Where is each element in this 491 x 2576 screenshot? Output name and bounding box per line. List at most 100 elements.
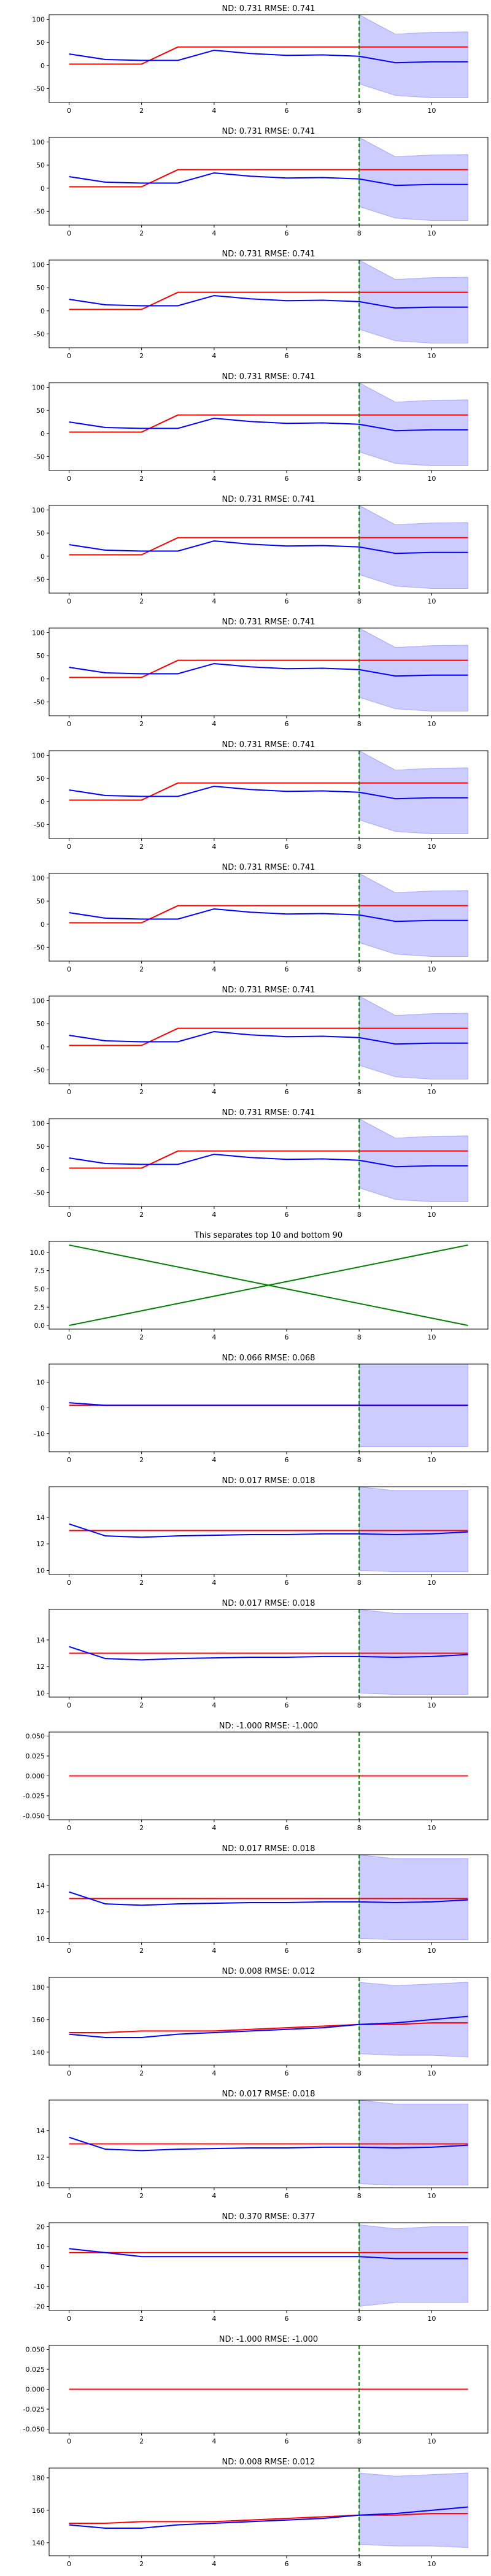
x-tick-label: 2: [139, 475, 144, 483]
chart-panel: ND: 0.370 RMSE: 0.377 0 2 4 6 8 10 -20 -10 0 10 20: [34, 2212, 489, 2323]
axes-frame: [48, 137, 489, 226]
x-tick-label: 8: [357, 2069, 361, 2077]
chart-title: ND: 0.731 RMSE: 0.741: [222, 250, 315, 259]
series-line-1: [69, 662, 468, 677]
series-line-0: [69, 1150, 468, 1169]
x-tick-label: 0: [67, 965, 71, 973]
x-tick-label: 8: [357, 2192, 361, 2200]
chart-title: ND: 0.731 RMSE: 0.741: [222, 618, 315, 627]
y-tick-label: 0: [41, 798, 45, 806]
prediction-interval-band: [358, 382, 468, 466]
chart-panel: ND: 0.008 RMSE: 0.012 0 2 4 6 8 10 140 160 180: [32, 1967, 489, 2077]
x-tick-label: 10: [427, 965, 436, 973]
x-tick-label: 6: [285, 2069, 289, 2077]
axes-frame: [48, 259, 489, 348]
y-tick-label: 0: [41, 675, 45, 683]
x-tick-label: 0: [67, 229, 71, 237]
chart-title: ND: 0.731 RMSE: 0.741: [222, 986, 315, 995]
y-tick-label: -10: [34, 2283, 45, 2291]
x-tick-label: 8: [357, 1088, 361, 1096]
y-tick-label: 5.0: [34, 1285, 45, 1293]
prediction-interval-band: [358, 627, 468, 711]
prediction-interval-band: [358, 14, 468, 98]
y-tick-label: -10: [34, 1430, 45, 1438]
x-tick-label: 10: [427, 1211, 436, 1219]
chart-title: ND: 0.017 RMSE: 0.018: [222, 2090, 315, 2099]
x-tick-label: 10: [427, 2560, 436, 2568]
x-tick-label: 0: [67, 1456, 71, 1464]
y-tick-label: 10.0: [30, 1249, 45, 1257]
chart-panel: ND: 0.017 RMSE: 0.018 0 2 4 6 8 10 10 12 14: [36, 1844, 489, 1955]
x-tick-label: 2: [139, 2560, 144, 2568]
axes-frame: [48, 1854, 489, 1943]
x-tick-label: 0: [67, 1579, 71, 1587]
axes-frame: [48, 1118, 489, 1207]
series-line-1: [69, 785, 468, 800]
x-tick-label: 10: [427, 2069, 436, 2077]
chart-panel: ND: 0.731 RMSE: 0.741 0 2 4 6 8 10 -50 0 50 100: [32, 618, 489, 728]
x-tick-label: 0: [67, 1824, 71, 1832]
y-tick-label: 12: [36, 2153, 45, 2161]
y-tick-label: 50: [36, 407, 45, 415]
x-tick-label: 0: [67, 2192, 71, 2200]
chart-panel: ND: 0.008 RMSE: 0.012 0 2 4 6 8 10 140 160 180: [32, 2458, 489, 2568]
prediction-interval-band: [358, 1854, 468, 1941]
x-tick-label: 4: [212, 1456, 216, 1464]
y-tick-label: -50: [34, 330, 45, 338]
x-tick-label: 6: [285, 2192, 289, 2200]
y-tick-label: 14: [36, 2127, 45, 2135]
x-tick-label: 4: [212, 2192, 216, 2200]
y-tick-label: 100: [32, 16, 45, 24]
axes-frame: [48, 995, 489, 1084]
x-tick-label: 10: [427, 1088, 436, 1096]
chart-panel: ND: 0.731 RMSE: 0.741 0 2 4 6 8 10 -50 0 50 100: [32, 372, 489, 483]
x-tick-label: 6: [285, 843, 289, 851]
x-tick-label: 8: [357, 1701, 361, 1709]
x-tick-label: 10: [427, 475, 436, 483]
prediction-interval-band: [358, 873, 468, 957]
axes-frame: [48, 382, 489, 471]
x-tick-label: 0: [67, 597, 71, 605]
axes-frame: [48, 505, 489, 594]
x-tick-label: 2: [139, 1701, 144, 1709]
y-tick-label: 0: [41, 62, 45, 70]
x-tick-label: 6: [285, 1088, 289, 1096]
y-tick-label: 0.0: [34, 1322, 45, 1330]
y-tick-label: -50: [34, 943, 45, 951]
prediction-interval-band: [358, 1118, 468, 1202]
x-tick-label: 2: [139, 2069, 144, 2077]
y-tick-label: 50: [36, 652, 45, 660]
x-tick-label: 4: [212, 1211, 216, 1219]
x-tick-label: 4: [212, 107, 216, 115]
y-tick-label: 160: [32, 2507, 45, 2515]
x-tick-label: 0: [67, 843, 71, 851]
chart-panel: ND: 0.731 RMSE: 0.741 0 2 4 6 8 10 -50 0 50 100: [32, 986, 489, 1096]
y-tick-label: 0: [41, 1405, 45, 1413]
x-tick-label: 4: [212, 229, 216, 237]
chart-panel: ND: 0.731 RMSE: 0.741 0 2 4 6 8 10 -50 0 50 100: [32, 1108, 489, 1219]
y-tick-label: 10: [36, 1690, 45, 1698]
y-tick-label: 100: [32, 752, 45, 760]
x-tick-label: 8: [357, 352, 361, 360]
x-tick-label: 4: [212, 2437, 216, 2445]
x-tick-label: 6: [285, 2315, 289, 2323]
x-tick-label: 8: [357, 475, 361, 483]
chart-title: ND: -1.000 RMSE: -1.000: [219, 2335, 318, 2344]
prediction-interval-band: [358, 995, 468, 1079]
series-line-1: [69, 2015, 468, 2038]
prediction-interval-band: [358, 259, 468, 343]
chart-title: ND: -1.000 RMSE: -1.000: [219, 1722, 318, 1731]
y-tick-label: -50: [34, 1189, 45, 1197]
series-line-1: [69, 1244, 468, 1327]
x-tick-label: 6: [285, 1701, 289, 1709]
y-tick-label: -50: [34, 698, 45, 706]
x-tick-label: 8: [357, 2315, 361, 2323]
series-line-1: [69, 1153, 468, 1168]
y-tick-label: 100: [32, 997, 45, 1005]
x-tick-label: 8: [357, 597, 361, 605]
x-tick-label: 10: [427, 720, 436, 728]
x-tick-label: 8: [357, 1333, 361, 1341]
y-tick-label: 0: [41, 1166, 45, 1174]
y-tick-label: 50: [36, 284, 45, 292]
axes-frame: [48, 1486, 489, 1575]
